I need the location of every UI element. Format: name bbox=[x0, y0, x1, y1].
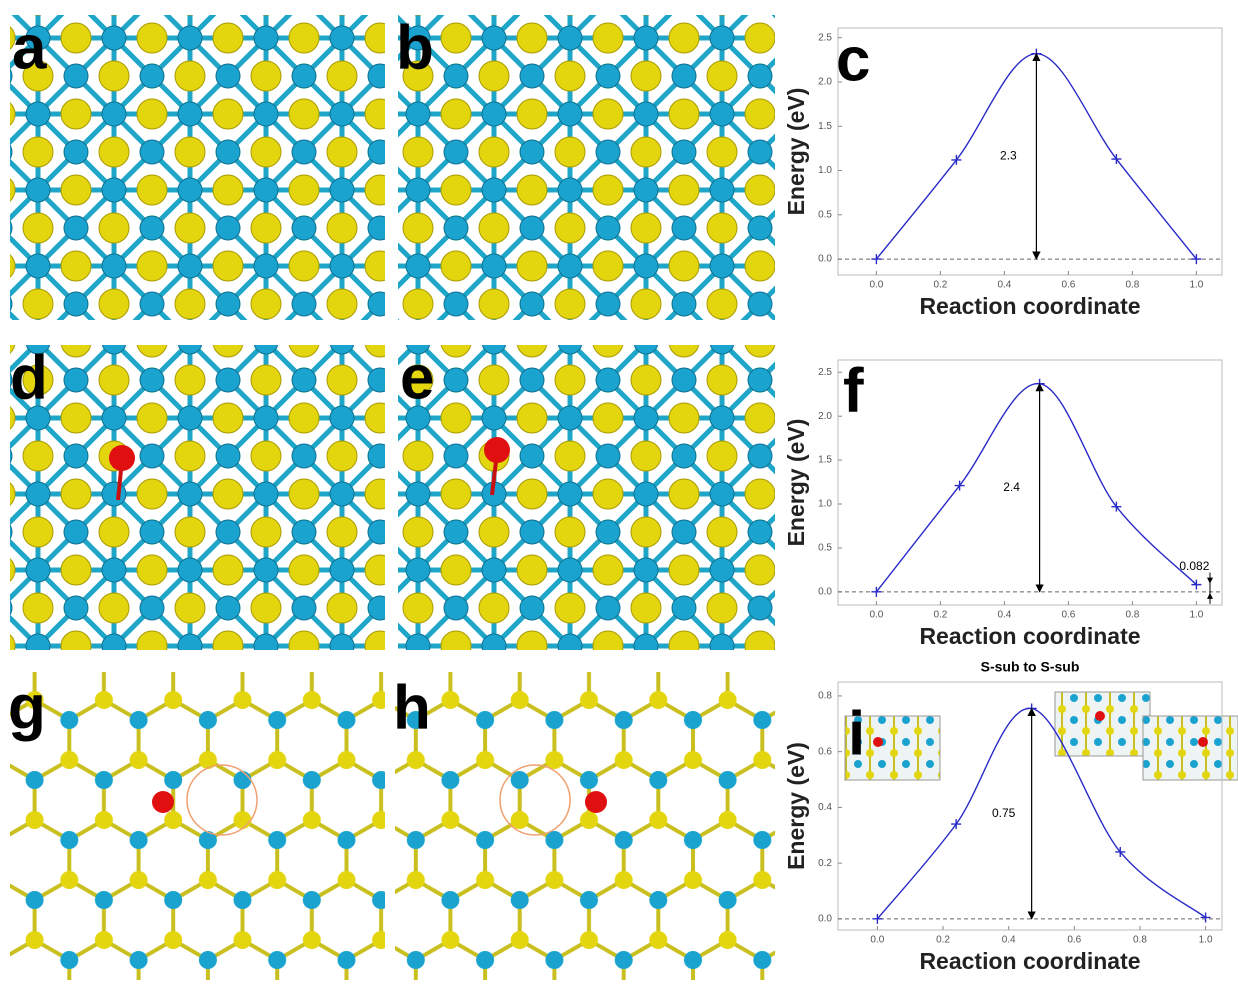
y-tick-label: 0.5 bbox=[818, 209, 832, 220]
x-tick-label: 0.6 bbox=[1061, 280, 1075, 291]
y-axis-label: Energy (eV) bbox=[783, 88, 809, 216]
y-tick-label: 2.5 bbox=[818, 367, 832, 378]
y-tick-label: 2.5 bbox=[818, 32, 832, 43]
plot-frame bbox=[837, 27, 1223, 276]
y-tick-label: 2.0 bbox=[818, 77, 832, 88]
plot-frame bbox=[837, 359, 1223, 606]
y-tick-label: 1.5 bbox=[818, 121, 832, 132]
y-tick-label: 0.4 bbox=[818, 802, 832, 813]
x-tick-label: 0.6 bbox=[1067, 935, 1081, 946]
point-marker bbox=[1191, 579, 1202, 590]
point-marker bbox=[1115, 846, 1126, 857]
barrier-label: 2.4 bbox=[1003, 480, 1020, 494]
x-tick-label: 0.2 bbox=[933, 280, 947, 291]
point-marker bbox=[954, 480, 965, 491]
barrier-label: 0.75 bbox=[992, 806, 1016, 820]
x-axis-label: Reaction coordinate bbox=[919, 623, 1140, 649]
y-tick-label: 0.5 bbox=[818, 543, 832, 554]
structure-image bbox=[398, 345, 775, 650]
panel-label: g bbox=[8, 673, 46, 742]
structure-image bbox=[398, 15, 775, 320]
point-marker bbox=[1200, 912, 1211, 923]
x-tick-label: 0.4 bbox=[997, 280, 1011, 291]
y-axis-label: Energy (eV) bbox=[783, 742, 809, 870]
oxygen-atom bbox=[1198, 737, 1208, 747]
y-tick-label: 2.0 bbox=[818, 411, 832, 422]
plot-frame bbox=[837, 681, 1223, 931]
point-marker bbox=[872, 913, 883, 924]
x-tick-label: 1.0 bbox=[1189, 610, 1203, 621]
x-tick-label: 0.2 bbox=[933, 610, 947, 621]
y-tick-label: 0.0 bbox=[818, 254, 832, 265]
highlight-circle bbox=[186, 764, 258, 836]
x-tick-label: 0.0 bbox=[869, 280, 883, 291]
reaction-energy-label: 0.082 bbox=[1179, 559, 1209, 573]
y-tick-label: 0.8 bbox=[818, 691, 832, 702]
panel-label: c bbox=[836, 25, 870, 94]
y-tick-label: 1.0 bbox=[818, 499, 832, 510]
oxygen-atom bbox=[1095, 711, 1105, 721]
panel-label: e bbox=[400, 343, 434, 412]
x-tick-label: 0.0 bbox=[869, 610, 883, 621]
inset-image bbox=[844, 715, 941, 781]
point-marker bbox=[1111, 501, 1122, 512]
point-marker bbox=[951, 154, 962, 165]
y-tick-label: 0.0 bbox=[818, 913, 832, 924]
x-tick-label: 0.0 bbox=[870, 935, 884, 946]
y-tick-label: 0.0 bbox=[818, 586, 832, 597]
panel-label: h bbox=[393, 673, 431, 742]
y-axis-label: Energy (eV) bbox=[783, 419, 809, 547]
x-tick-label: 0.8 bbox=[1125, 280, 1139, 291]
structure-image bbox=[395, 672, 775, 980]
arrowhead bbox=[1207, 577, 1213, 584]
point-marker bbox=[1191, 254, 1202, 265]
oxygen-atom bbox=[873, 737, 883, 747]
x-tick-label: 0.8 bbox=[1133, 935, 1147, 946]
panel-label: a bbox=[12, 13, 47, 82]
x-axis-label: Reaction coordinate bbox=[919, 293, 1140, 319]
inset-image bbox=[1142, 715, 1238, 781]
oxygen-atom bbox=[585, 791, 607, 813]
x-axis-label: Reaction coordinate bbox=[919, 948, 1140, 974]
panel-label: i bbox=[848, 699, 865, 768]
point-marker bbox=[951, 819, 962, 830]
inset-image bbox=[1054, 691, 1151, 757]
x-tick-label: 1.0 bbox=[1199, 935, 1213, 946]
structure-image bbox=[10, 345, 385, 650]
barrier-label: 2.3 bbox=[1000, 149, 1017, 163]
structure-image bbox=[10, 15, 385, 320]
highlight-circle bbox=[499, 764, 571, 836]
panel-label: f bbox=[843, 356, 864, 425]
point-marker bbox=[1111, 154, 1122, 165]
y-tick-label: 1.0 bbox=[818, 165, 832, 176]
x-tick-label: 0.4 bbox=[1002, 935, 1016, 946]
inset bbox=[844, 691, 1238, 781]
panel-label: d bbox=[10, 343, 48, 412]
panel-label: b bbox=[396, 13, 434, 82]
x-tick-label: 1.0 bbox=[1189, 280, 1203, 291]
x-tick-label: 0.6 bbox=[1061, 610, 1075, 621]
point-marker bbox=[871, 586, 882, 597]
chart-title: S-sub to S-sub bbox=[981, 659, 1080, 675]
oxygen-atom bbox=[109, 445, 135, 471]
arrowhead bbox=[1207, 592, 1213, 599]
y-tick-label: 0.2 bbox=[818, 858, 832, 869]
point-marker bbox=[871, 254, 882, 265]
y-tick-label: 0.6 bbox=[818, 746, 832, 757]
energy-curve bbox=[875, 383, 1197, 593]
x-tick-label: 0.4 bbox=[997, 610, 1011, 621]
y-tick-label: 1.5 bbox=[818, 455, 832, 466]
x-tick-label: 0.8 bbox=[1125, 610, 1139, 621]
oxygen-atom bbox=[152, 791, 174, 813]
oxygen-atom bbox=[484, 437, 510, 463]
x-tick-label: 0.2 bbox=[936, 935, 950, 946]
